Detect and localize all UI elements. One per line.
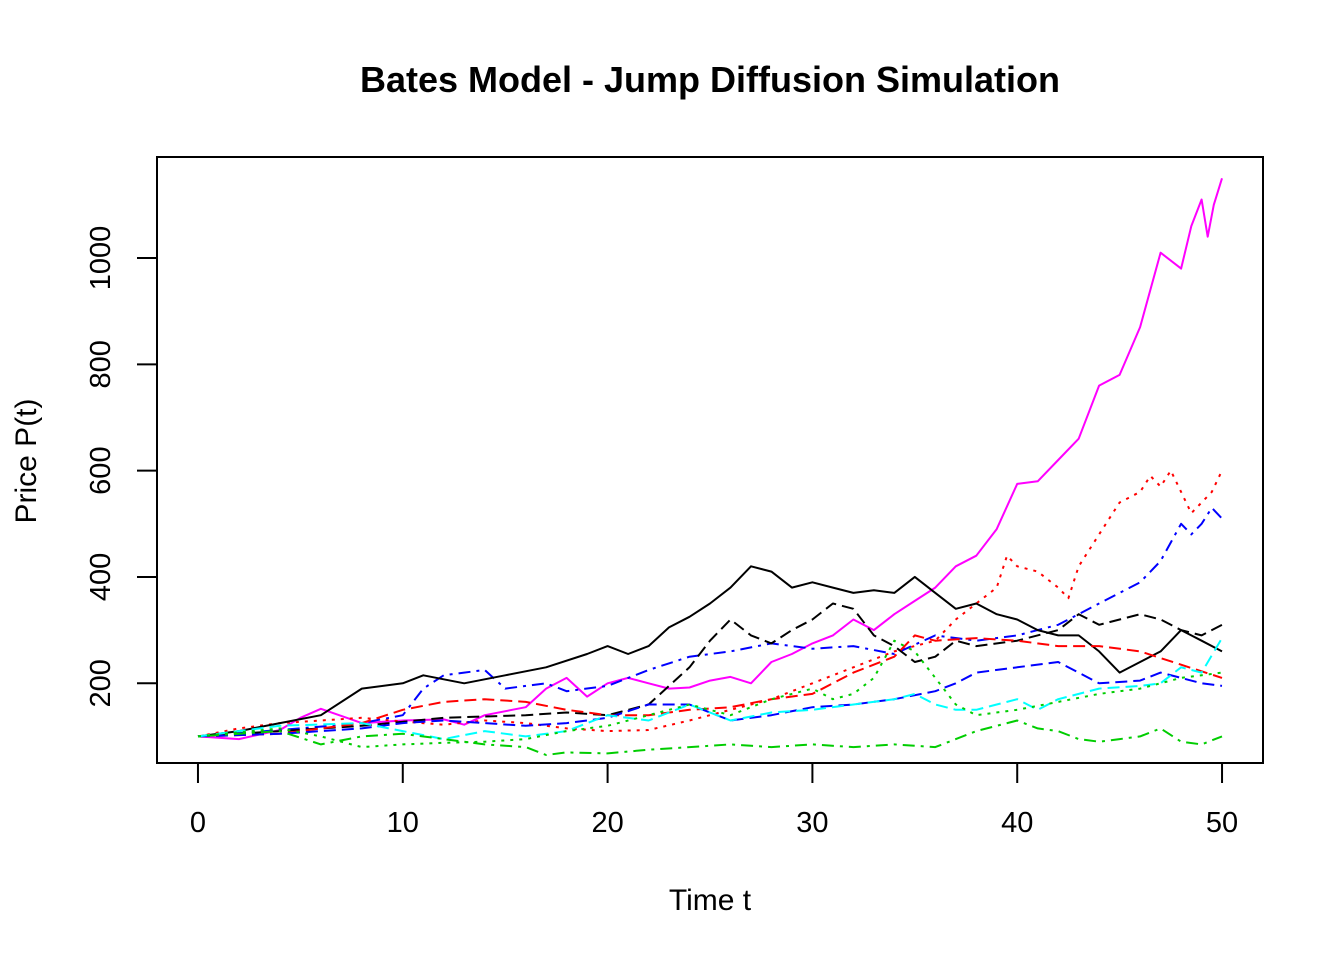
series-layer [197, 178, 1223, 756]
x-tick-label: 40 [1001, 807, 1033, 839]
series-line-6 [197, 634, 1223, 738]
y-tick-label: 600 [85, 446, 117, 494]
series-line-1 [197, 178, 1223, 741]
series-line-2 [197, 469, 1223, 738]
plot-frame [156, 156, 1264, 764]
x-tick-label: 50 [1206, 807, 1238, 839]
x-axis-label: Time t [669, 884, 752, 917]
series-line-8 [197, 637, 1223, 741]
series-line-7 [197, 661, 1223, 738]
x-tick-label: 20 [591, 807, 623, 839]
y-tick-label: 1000 [85, 226, 117, 291]
y-tick-label: 400 [85, 553, 117, 601]
series-line-4 [197, 565, 1223, 738]
x-tick-label: 0 [190, 807, 206, 839]
y-tick-label: 200 [85, 659, 117, 707]
chart-title: Bates Model - Jump Diffusion Simulation [360, 59, 1060, 100]
y-tick-label: 800 [85, 340, 117, 388]
series-line-10 [197, 719, 1223, 756]
x-tick-label: 30 [796, 807, 828, 839]
series-line-5 [197, 602, 1223, 738]
series-line-9 [197, 639, 1223, 749]
x-tick-label: 10 [387, 807, 419, 839]
y-axis-label: Price P(t) [10, 398, 43, 523]
